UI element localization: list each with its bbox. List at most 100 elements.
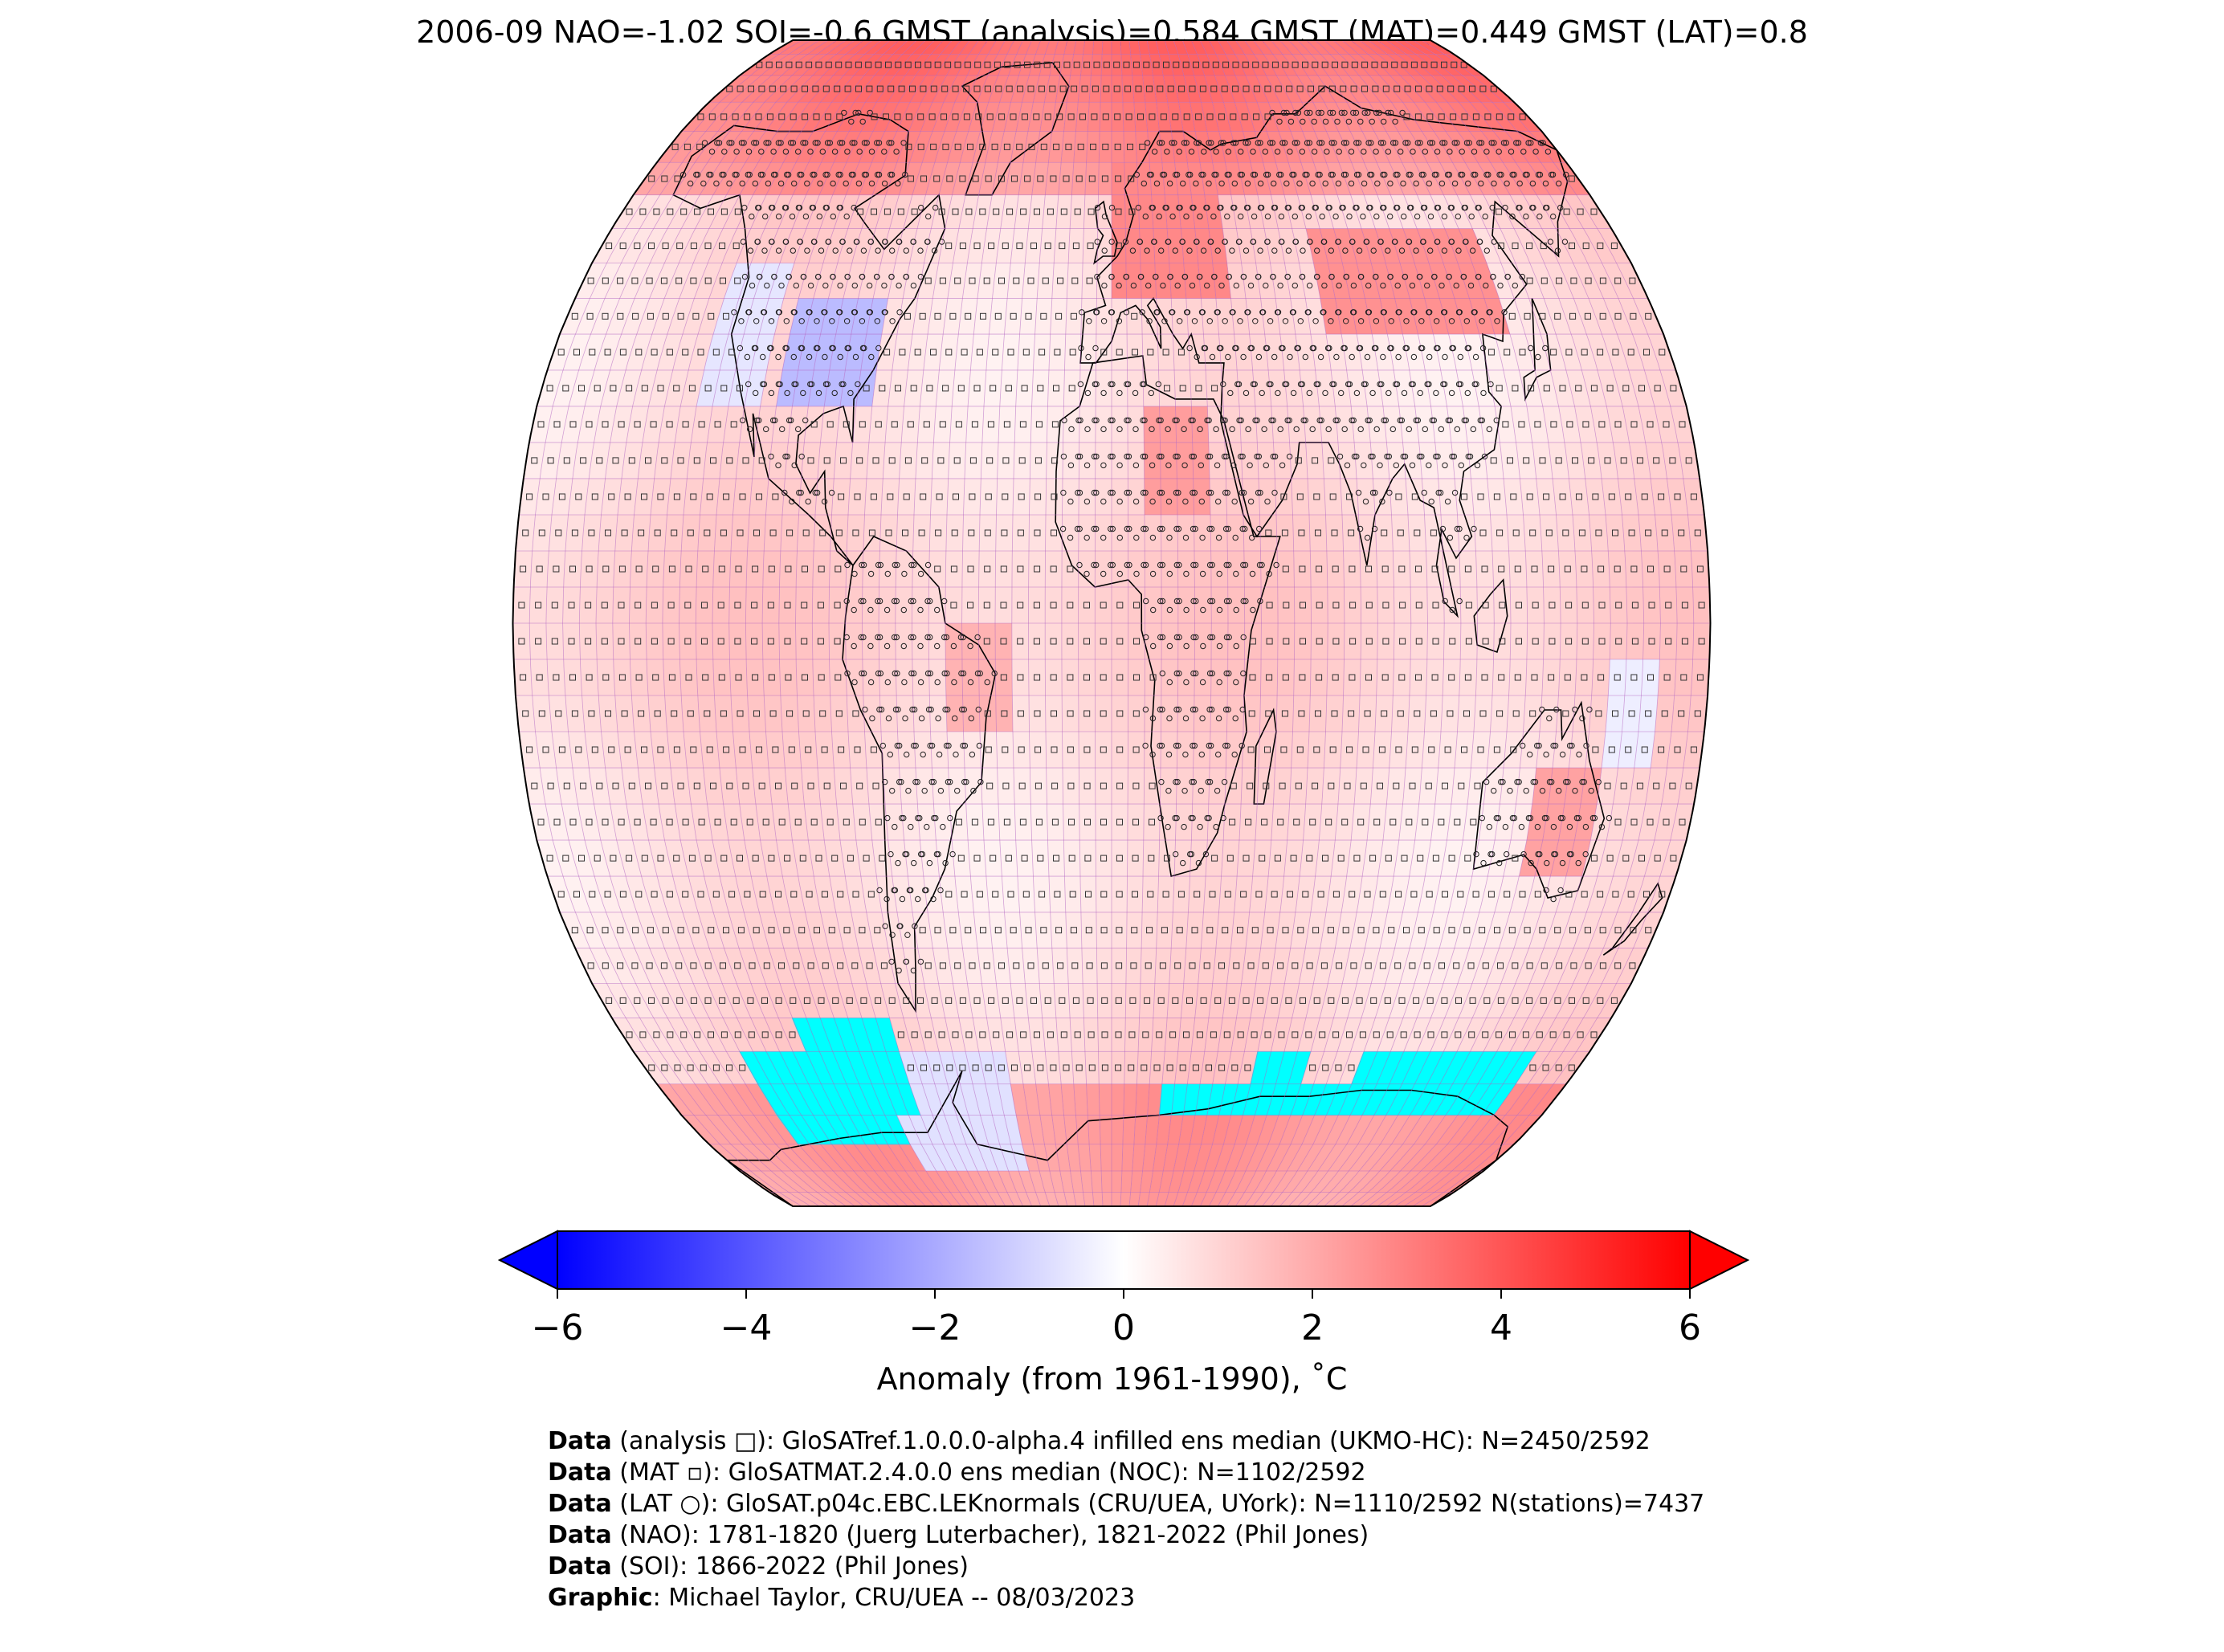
grid-cell [672, 876, 698, 912]
grid-cell [1188, 334, 1206, 370]
grid-cell [1426, 587, 1445, 623]
grid-cell [1165, 1018, 1181, 1052]
grid-cell [1410, 551, 1427, 587]
grid-cell [705, 1115, 742, 1144]
grid-cell [1235, 1192, 1255, 1206]
grid-cell [1417, 983, 1444, 1018]
grid-cell [1084, 162, 1100, 195]
grid-cell [700, 1051, 732, 1084]
grid-cell [537, 840, 563, 877]
grid-cell [556, 442, 578, 479]
grid-cell [1198, 948, 1216, 984]
grid-cell [1226, 695, 1244, 732]
grid-cell [1203, 876, 1222, 912]
grid-cell [1361, 983, 1386, 1018]
grid-cell [1252, 840, 1271, 877]
grid-cell [1457, 515, 1476, 551]
grid-cell [1112, 54, 1122, 75]
grid-cell [1078, 695, 1096, 732]
grid-cell [1243, 515, 1261, 551]
grid-cell [892, 876, 912, 912]
grid-cell [1244, 1171, 1267, 1193]
grid-cell [1223, 804, 1242, 841]
grid-cell [549, 515, 569, 551]
grid-cell [1610, 623, 1627, 659]
grid-cell [1626, 587, 1644, 623]
grid-cell [1086, 1083, 1100, 1116]
grid-cell [1234, 876, 1253, 912]
grid-cell [770, 1171, 807, 1193]
grid-cell [1142, 334, 1159, 370]
grid-cell [1593, 587, 1611, 623]
grid-cell [1506, 1083, 1541, 1116]
grid-cell [965, 804, 984, 841]
grid-cell [1079, 768, 1096, 805]
grid-cell [1128, 551, 1145, 587]
grid-cell [1243, 695, 1261, 732]
grid-cell [920, 1115, 944, 1144]
grid-cell [1073, 1083, 1088, 1116]
grid-cell [1206, 1171, 1226, 1193]
grid-cell [1493, 587, 1511, 623]
grid-cell [1045, 1051, 1062, 1084]
grid-cell [932, 768, 950, 805]
grid-cell [1097, 983, 1112, 1018]
grid-cell [1177, 587, 1195, 623]
grid-cell [866, 768, 885, 805]
grid-cell [658, 804, 681, 841]
grid-cell [682, 1083, 717, 1116]
grid-cell [1139, 228, 1155, 263]
grid-cell [1406, 479, 1425, 515]
grid-cell [621, 768, 643, 805]
grid-cell [1622, 695, 1642, 732]
grid-cell [1218, 1192, 1235, 1206]
grid-cell [667, 912, 695, 948]
grid-cell [1514, 983, 1545, 1018]
grid-cell [744, 912, 769, 948]
grid-cell [986, 1018, 1006, 1052]
grid-cell [708, 1018, 740, 1052]
grid-cell [1209, 1192, 1226, 1206]
grid-cell [1311, 623, 1328, 659]
grid-cell [611, 1018, 647, 1052]
grid-cell [712, 1051, 745, 1084]
grid-cell [563, 659, 582, 695]
grid-cell [782, 732, 802, 768]
grid-cell [1112, 515, 1128, 551]
grid-cell [901, 406, 920, 443]
grid-cell [1543, 587, 1561, 623]
grid-cell [630, 659, 648, 695]
grid-cell [1510, 1018, 1542, 1052]
grid-cell [1294, 587, 1312, 623]
grid-cell [981, 442, 998, 479]
grid-cell [1377, 623, 1394, 659]
grid-cell [1361, 587, 1378, 623]
grid-cell [1244, 623, 1262, 659]
grid-cell [1523, 1018, 1557, 1052]
grid-cell [1400, 948, 1425, 984]
grid-cell [1173, 876, 1190, 912]
grid-cell [876, 1144, 905, 1171]
grid-cell [1047, 840, 1065, 877]
grid-cell [932, 1144, 957, 1171]
grid-cell [1457, 1018, 1487, 1052]
grid-cell [1095, 406, 1112, 443]
grid-cell [1674, 659, 1693, 695]
grid-cell [948, 768, 966, 805]
grid-cell [980, 479, 998, 515]
grid-cell [879, 659, 896, 695]
grid-cell [896, 1115, 921, 1144]
grid-cell [716, 479, 737, 515]
grid-cell [1279, 1192, 1302, 1206]
grid-cell [745, 1083, 777, 1116]
grid-cell [967, 983, 987, 1018]
grid-cell [1157, 876, 1175, 912]
grid-cell [1618, 479, 1638, 515]
grid-cell [1387, 876, 1410, 912]
grid-cell [1470, 1018, 1501, 1052]
grid-cell [1128, 442, 1145, 479]
grid-cell [964, 442, 982, 479]
grid-cell [1324, 479, 1342, 515]
grid-cell [1135, 1083, 1150, 1116]
grid-cell [716, 1115, 753, 1144]
